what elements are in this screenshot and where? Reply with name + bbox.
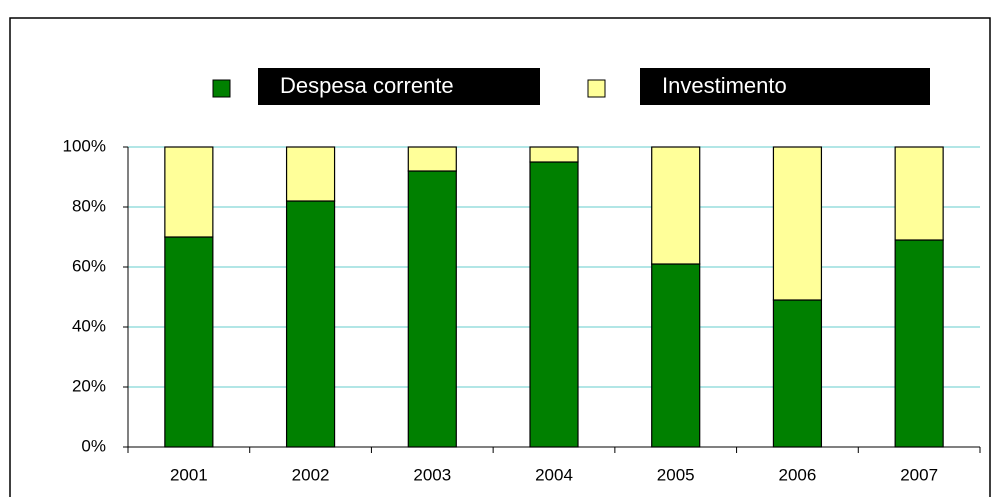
y-tick-label: 80% xyxy=(72,196,106,215)
x-tick-label: 2005 xyxy=(657,465,695,484)
y-tick-label: 40% xyxy=(72,316,106,335)
bar-segment xyxy=(164,146,214,238)
x-tick-label: 2007 xyxy=(900,465,938,484)
x-tick-label: 2002 xyxy=(292,465,330,484)
bar-segment xyxy=(772,299,823,448)
y-tick-label: 0% xyxy=(81,436,106,455)
bar-segment xyxy=(894,239,944,448)
bar-segment xyxy=(164,236,214,448)
legend-swatch xyxy=(587,79,606,98)
bar-segment xyxy=(529,146,579,163)
x-tick-label: 2001 xyxy=(170,465,208,484)
bar-segment xyxy=(651,263,701,448)
x-tick-label: 2006 xyxy=(779,465,817,484)
y-tick-label: 20% xyxy=(72,376,106,395)
y-tick-label: 60% xyxy=(72,256,106,275)
legend-swatch xyxy=(212,79,231,98)
bar-segment xyxy=(894,146,944,241)
bar-segment xyxy=(407,146,457,172)
y-tick-label: 100% xyxy=(63,136,106,155)
bar-segment xyxy=(407,170,457,448)
x-tick-label: 2003 xyxy=(413,465,451,484)
bar-segment xyxy=(285,200,336,448)
bar-segment xyxy=(285,146,336,202)
bar-segment xyxy=(651,146,701,265)
legend-label: Investimento xyxy=(662,73,787,98)
x-tick-label: 2004 xyxy=(535,465,573,484)
bar-segment xyxy=(772,146,823,301)
bar-segment xyxy=(529,161,579,448)
legend-label-box xyxy=(258,68,540,105)
legend-label: Despesa corrente xyxy=(280,73,454,98)
legend-label-box xyxy=(640,68,930,105)
